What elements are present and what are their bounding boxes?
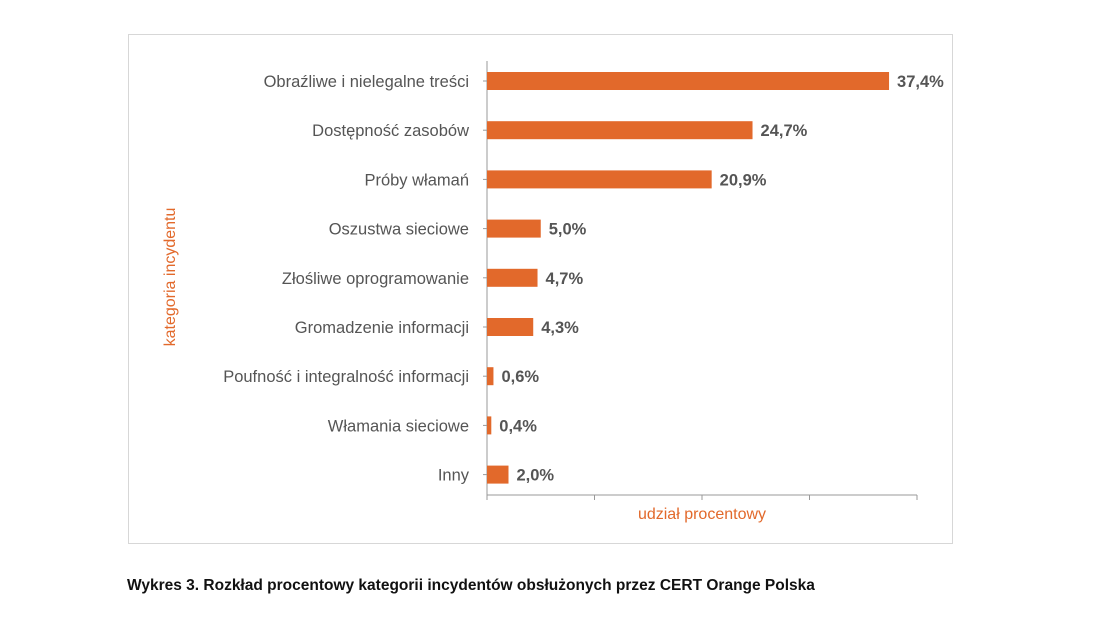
value-label: 37,4% <box>897 73 944 91</box>
category-label: Oszustwa sieciowe <box>329 221 469 239</box>
category-label: Gromadzenie informacji <box>295 319 469 337</box>
value-label: 24,7% <box>761 122 808 140</box>
y-axis-title: kategoria incydentu <box>162 208 179 347</box>
chart-frame: Obraźliwe i nielegalne treści 37,4% Dostęp… <box>128 34 953 544</box>
value-label: 0,4% <box>499 417 537 435</box>
category-label: Próby włamań <box>364 171 469 189</box>
bar <box>487 465 509 484</box>
bar <box>487 268 538 287</box>
bar <box>487 121 753 140</box>
value-label: 5,0% <box>549 221 587 239</box>
value-label: 4,7% <box>546 270 584 288</box>
x-axis-title: udział procentowy <box>638 506 766 523</box>
category-label: Dostępność zasobów <box>312 122 469 140</box>
category-label: Obraźliwe i nielegalne treści <box>264 73 469 91</box>
bar <box>487 318 534 336</box>
category-label: Inny <box>438 467 470 485</box>
bar <box>487 367 494 386</box>
category-label: Poufność i integralność informacji <box>223 368 469 386</box>
bar <box>487 416 492 435</box>
bar-chart: Obraźliwe i nielegalne treści 37,4% Dostęp… <box>162 61 944 523</box>
category-label: Włamania sieciowe <box>328 417 469 435</box>
bar <box>487 219 541 238</box>
value-label: 4,3% <box>541 319 579 337</box>
value-label: 20,9% <box>720 171 767 189</box>
value-label: 2,0% <box>517 467 555 485</box>
value-label: 0,6% <box>501 368 539 386</box>
figure-caption: Wykres 3. Rozkład procentowy kategorii i… <box>127 577 815 594</box>
category-label: Złośliwe oprogramowanie <box>282 270 469 288</box>
bar <box>487 72 890 90</box>
bar <box>487 170 712 189</box>
